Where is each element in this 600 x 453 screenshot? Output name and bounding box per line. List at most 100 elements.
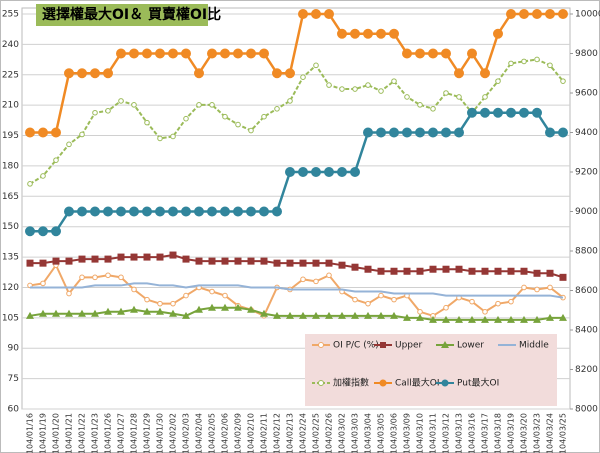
marker (377, 311, 385, 319)
marker (339, 86, 345, 92)
marker (480, 107, 490, 118)
marker (532, 9, 542, 19)
marker (52, 309, 60, 317)
x-tick-label: 104/02/06 (221, 413, 230, 453)
marker (299, 259, 307, 267)
marker (467, 107, 477, 118)
plot (25, 9, 568, 323)
marker (325, 311, 333, 319)
x-tick-label: 104/03/17 (481, 413, 490, 453)
marker (183, 292, 189, 299)
marker (143, 253, 151, 261)
marker (534, 56, 540, 63)
marker (507, 315, 515, 323)
marker (364, 265, 372, 273)
marker (402, 127, 412, 138)
marker (221, 303, 229, 311)
marker (326, 82, 332, 88)
marker (65, 257, 73, 265)
y-tick-label: 255 (2, 10, 19, 20)
marker (494, 315, 502, 323)
marker (91, 309, 99, 317)
marker (299, 311, 307, 319)
x-tick-label: 104/03/04 (364, 413, 373, 453)
marker (52, 257, 60, 265)
marker (130, 305, 138, 313)
marker (209, 102, 215, 108)
marker (79, 131, 85, 138)
marker (546, 313, 554, 321)
marker (168, 48, 178, 59)
marker (234, 303, 242, 311)
marker (65, 309, 73, 317)
x-tick-label: 104/01/28 (130, 413, 139, 453)
series (25, 107, 568, 237)
marker (508, 60, 514, 67)
marker (363, 28, 373, 39)
marker (196, 102, 202, 108)
marker (25, 127, 35, 138)
marker (519, 9, 529, 19)
x-tick-label: 104/01/30 (156, 413, 165, 453)
marker (144, 296, 150, 303)
marker (481, 267, 489, 275)
x-tick-label: 104/03/12 (442, 413, 451, 453)
marker (534, 286, 540, 293)
marker (78, 309, 86, 317)
marker (430, 106, 436, 112)
marker (352, 296, 358, 303)
y2-tick-label: 10000 (575, 10, 600, 20)
marker (300, 74, 306, 80)
legend-label: Put最大OI (457, 377, 499, 389)
marker (519, 107, 529, 118)
marker (312, 311, 320, 319)
marker (118, 274, 124, 281)
x-tick-label: 104/02/09 (234, 413, 243, 453)
marker (246, 48, 256, 59)
marker (376, 28, 386, 39)
y2-tick-label: 9200 (575, 168, 598, 178)
marker (64, 206, 74, 217)
marker (324, 9, 334, 19)
x-tick-label: 104/02/02 (169, 413, 178, 453)
marker (428, 127, 438, 138)
marker (402, 48, 412, 59)
legend-label: Middle (519, 341, 549, 351)
marker (221, 257, 229, 265)
marker (143, 307, 151, 315)
y2-tick-label: 9800 (575, 49, 598, 59)
marker (235, 121, 241, 128)
y-tick-label: 120 (2, 283, 19, 293)
marker (156, 307, 164, 315)
marker (532, 107, 542, 118)
marker (79, 274, 85, 281)
y-tick-label: 225 (2, 70, 19, 80)
legend-item: Upper (374, 341, 423, 351)
y2-tick-label: 8000 (575, 405, 598, 415)
grid: 60 75 90 105 120 135 150 165 180 195 210 225 240 255 8… (2, 7, 600, 453)
marker (78, 255, 86, 263)
marker (285, 68, 295, 79)
x-tick-label: 104/01/16 (26, 413, 35, 453)
marker (117, 307, 125, 315)
marker (495, 300, 501, 307)
marker (337, 28, 347, 39)
x-tick-label: 104/03/06 (390, 413, 399, 453)
marker (482, 308, 488, 315)
marker (169, 309, 177, 317)
marker (469, 298, 475, 305)
marker (287, 98, 293, 104)
marker (428, 48, 438, 59)
marker (298, 9, 308, 19)
legend-label: OI P/C (%) (333, 341, 379, 351)
y2-tick-label: 9400 (575, 128, 598, 138)
marker (508, 298, 514, 305)
marker (338, 261, 346, 269)
x-tick-label: 104/03/09 (403, 413, 412, 453)
legend-marker (318, 342, 324, 348)
marker (181, 206, 191, 217)
marker (168, 206, 178, 217)
x-tick-label: 104/02/26 (325, 413, 334, 453)
marker (506, 9, 516, 19)
